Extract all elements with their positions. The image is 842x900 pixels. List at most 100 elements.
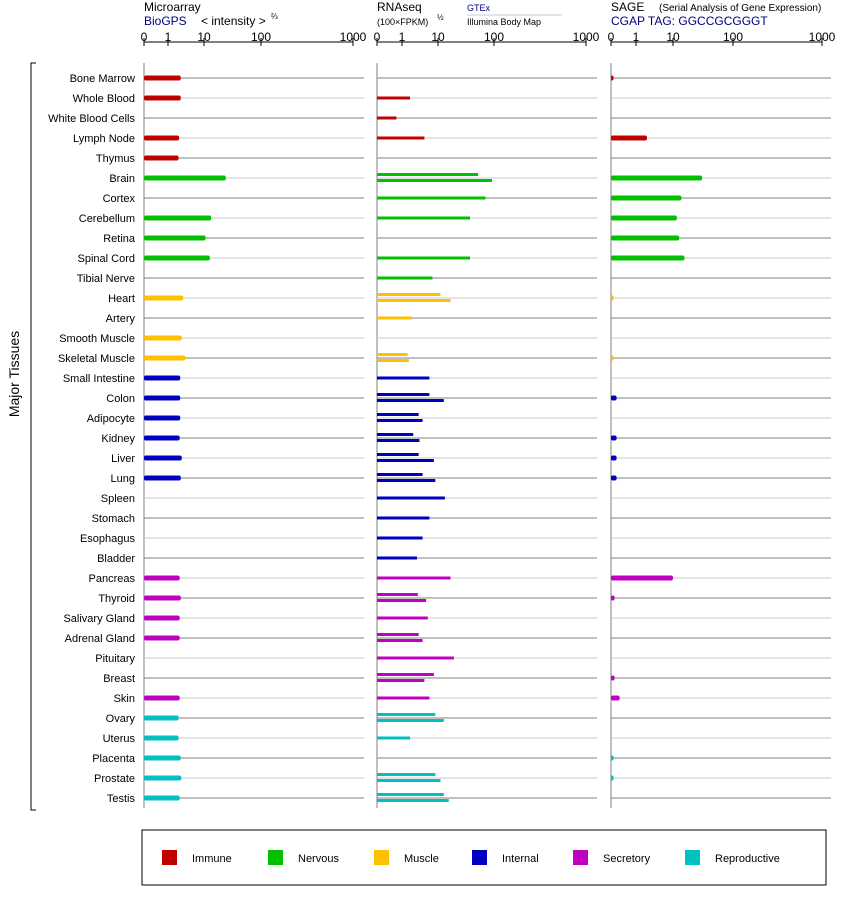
rnaseq-gtex-bar (377, 793, 444, 796)
microarray-tick-label: 0 (141, 30, 148, 44)
rnaseq-gtex-bar (377, 413, 419, 416)
sage-bar (611, 235, 680, 241)
tissue-label: Kidney (101, 433, 135, 445)
rnaseq-gtex-bar (377, 173, 479, 176)
rnaseq-unit-exponent: ½ (437, 13, 444, 22)
tissue-label: Liver (111, 453, 135, 465)
tissue-label: Pancreas (89, 573, 136, 585)
microarray-bar (144, 795, 180, 801)
microarray-bar (144, 75, 181, 81)
microarray-bar (144, 775, 182, 781)
rnaseq-illumina-bar (377, 399, 444, 402)
microarray-unit: < intensity > (201, 14, 266, 28)
microarray-bar (144, 255, 210, 261)
tissue-label: White Blood Cells (48, 113, 135, 125)
sage-bar (611, 395, 617, 401)
gtex-label: GTEx (467, 3, 491, 13)
legend-swatch-internal (472, 850, 487, 865)
rnaseq-gtex-bar (377, 316, 412, 320)
microarray-tick-label: 1 (165, 30, 172, 44)
sage-bar (611, 255, 685, 261)
microarray-bar (144, 295, 184, 301)
rnaseq-gtex-bar (377, 216, 471, 220)
sage-tick-label: 100 (723, 30, 743, 44)
illumina-label: Illumina Body Map (467, 17, 541, 27)
tissue-label: Thyroid (98, 593, 135, 605)
rnaseq-gtex-bar (377, 656, 454, 660)
tissue-label: Breast (103, 673, 135, 685)
tissue-label: Testis (107, 793, 136, 805)
rnaseq-gtex-bar (377, 773, 436, 776)
rnaseq-gtex-bar (377, 453, 419, 456)
sage-bar (611, 455, 617, 461)
rnaseq-gtex-bar (377, 96, 411, 100)
tissue-label: Salivary Gland (63, 613, 135, 625)
sage-tick-label: 1000 (809, 30, 836, 44)
sage-title: SAGE (611, 0, 644, 14)
microarray-bar (144, 615, 180, 621)
rnaseq-gtex-bar (377, 536, 423, 540)
rnaseq-tick-label: 0 (374, 30, 381, 44)
rnaseq-gtex-bar (377, 556, 417, 560)
microarray-bar (144, 175, 226, 181)
rnaseq-tick-label: 100 (484, 30, 504, 44)
tissue-label: Artery (106, 313, 136, 325)
tissue-label: Heart (108, 293, 135, 305)
tissue-label: Tibial Nerve (77, 273, 135, 285)
rnaseq-gtex-bar (377, 516, 430, 520)
microarray-bar (144, 755, 181, 761)
rnaseq-gtex-bar (377, 496, 445, 500)
microarray-bar (144, 475, 181, 481)
tissue-label: Skin (114, 693, 135, 705)
legend-label-nervous: Nervous (298, 853, 339, 865)
major-tissues-bracket (30, 62, 36, 811)
sage-tick-label: 10 (666, 30, 680, 44)
rnaseq-gtex-bar (377, 376, 430, 380)
rnaseq-gtex-bar (377, 616, 428, 620)
tissue-label: Colon (106, 393, 135, 405)
tissue-label: Esophagus (80, 533, 136, 545)
rnaseq-illumina-bar (377, 116, 397, 120)
sage-bar (611, 135, 648, 141)
rnaseq-tick-label: 10 (431, 30, 445, 44)
rnaseq-title: RNAseq (377, 0, 422, 14)
tissue-label: Cerebellum (79, 213, 135, 225)
tissue-label: Ovary (106, 713, 136, 725)
microarray-bar (144, 695, 180, 701)
rnaseq-gtex-bar (377, 633, 419, 636)
rnaseq-gtex-bar (377, 673, 434, 676)
rnaseq-gtex-bar (377, 576, 451, 580)
sage-tick-label: 1 (633, 30, 640, 44)
tissue-label: Pituitary (95, 653, 135, 665)
rnaseq-illumina-bar (377, 639, 423, 642)
microarray-bar (144, 735, 179, 741)
tissue-label: Thymus (96, 153, 136, 165)
tissue-label: Spleen (101, 493, 135, 505)
sage-bar (611, 175, 703, 181)
microarray-bar (144, 215, 212, 221)
rnaseq-illumina-bar (377, 599, 427, 602)
microarray-tick-label: 100 (251, 30, 271, 44)
legend-label-muscle: Muscle (404, 853, 439, 865)
tissue-label: Adrenal Gland (65, 633, 135, 645)
tissue-label: Whole Blood (73, 93, 135, 105)
legend-label-internal: Internal (502, 853, 539, 865)
rnaseq-illumina-bar (377, 439, 420, 442)
microarray-bar (144, 335, 182, 341)
microarray-source: BioGPS (144, 14, 187, 28)
sage-bar (611, 755, 614, 761)
rnaseq-gtex-bar (377, 736, 411, 740)
rnaseq-illumina-bar (377, 179, 492, 182)
sage-bar (611, 435, 617, 441)
sage-bar (611, 475, 617, 481)
microarray-tick-label: 10 (197, 30, 211, 44)
sage-subtitle: (Serial Analysis of Gene Expression) (659, 3, 821, 14)
microarray-bar (144, 415, 181, 421)
tissue-label: Cortex (103, 193, 136, 205)
microarray-bar (144, 395, 181, 401)
microarray-bar (144, 375, 181, 381)
microarray-bar (144, 435, 180, 441)
tissue-label: Small Intestine (63, 373, 135, 385)
microarray-title: Microarray (144, 0, 201, 14)
